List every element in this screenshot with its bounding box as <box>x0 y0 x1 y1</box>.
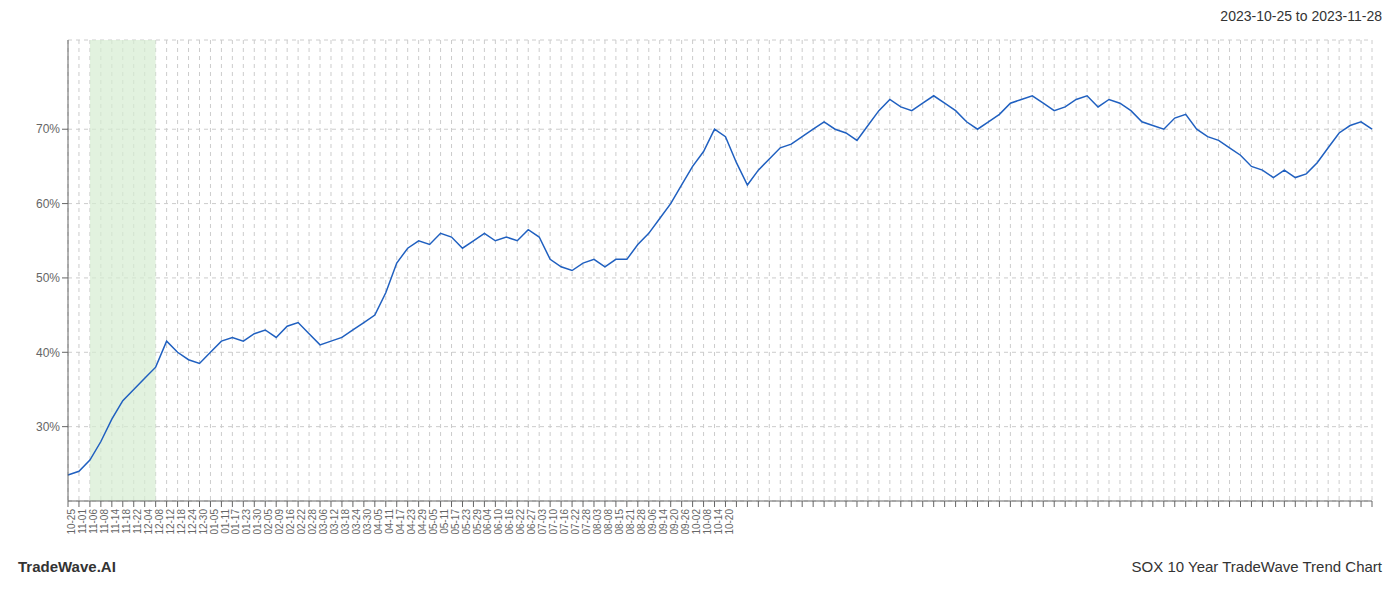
svg-text:60%: 60% <box>36 197 60 211</box>
svg-text:02-09: 02-09 <box>274 509 285 535</box>
svg-text:07-28: 07-28 <box>581 509 592 535</box>
svg-text:07-10: 07-10 <box>548 509 559 535</box>
svg-text:12-08: 12-08 <box>154 509 165 535</box>
svg-text:12-30: 12-30 <box>198 509 209 535</box>
svg-text:05-05: 05-05 <box>428 509 439 535</box>
svg-text:09-06: 09-06 <box>647 509 658 535</box>
svg-text:06-04: 06-04 <box>483 509 494 535</box>
svg-text:09-14: 09-14 <box>658 509 669 535</box>
svg-text:04-11: 04-11 <box>384 509 395 534</box>
svg-text:02-22: 02-22 <box>296 509 307 535</box>
svg-text:01-30: 01-30 <box>252 509 263 535</box>
svg-text:06-10: 06-10 <box>493 509 504 535</box>
svg-text:11-18: 11-18 <box>121 509 132 534</box>
svg-text:01-17: 01-17 <box>230 509 241 535</box>
svg-text:05-11: 05-11 <box>439 509 450 534</box>
svg-text:06-16: 06-16 <box>504 509 515 535</box>
svg-text:01-05: 01-05 <box>209 509 220 535</box>
html-text:2023-10-25 to 2023-11-28: 2023-10-25 to 2023-11-28 <box>1220 8 1382 24</box>
svg-text:08-21: 08-21 <box>625 509 636 535</box>
html-text:SOX 10 Year TradeWave Trend Ch: SOX 10 Year TradeWave Trend Chart <box>1131 558 1382 575</box>
svg-text:03-06: 03-06 <box>318 509 329 535</box>
svg-text:05-17: 05-17 <box>450 509 461 535</box>
svg-text:04-17: 04-17 <box>395 509 406 535</box>
svg-text:11-14: 11-14 <box>110 509 121 534</box>
svg-text:70%: 70% <box>36 122 60 136</box>
svg-text:02-28: 02-28 <box>307 509 318 535</box>
svg-text:10-08: 10-08 <box>702 509 713 535</box>
svg-text:12-04: 12-04 <box>143 509 154 535</box>
svg-text:06-27: 06-27 <box>526 509 537 535</box>
svg-text:11-08: 11-08 <box>99 509 110 534</box>
svg-text:08-03: 08-03 <box>592 509 603 535</box>
svg-text:08-28: 08-28 <box>636 509 647 535</box>
svg-text:30%: 30% <box>36 420 60 434</box>
svg-text:40%: 40% <box>36 346 60 360</box>
svg-text:04-05: 04-05 <box>373 509 384 535</box>
html-text:TradeWave.AI: TradeWave.AI <box>18 558 116 575</box>
svg-text:05-23: 05-23 <box>461 509 472 535</box>
svg-text:12-12: 12-12 <box>165 509 176 535</box>
svg-text:01-11: 01-11 <box>220 509 231 534</box>
svg-text:10-14: 10-14 <box>713 509 724 535</box>
svg-text:08-15: 08-15 <box>614 509 625 535</box>
svg-text:07-22: 07-22 <box>570 509 581 535</box>
svg-text:03-24: 03-24 <box>351 509 362 535</box>
svg-text:02-16: 02-16 <box>285 509 296 535</box>
svg-text:07-16: 07-16 <box>559 509 570 535</box>
svg-text:10-25: 10-25 <box>66 509 77 535</box>
svg-text:03-18: 03-18 <box>340 509 351 535</box>
svg-text:12-18: 12-18 <box>176 509 187 535</box>
svg-text:06-22: 06-22 <box>515 509 526 535</box>
svg-text:02-05: 02-05 <box>263 509 274 535</box>
svg-text:11-22: 11-22 <box>132 509 143 534</box>
svg-text:09-26: 09-26 <box>680 509 691 535</box>
svg-text:03-12: 03-12 <box>329 509 340 535</box>
svg-text:01-23: 01-23 <box>241 509 252 535</box>
svg-text:11-06: 11-06 <box>88 509 99 534</box>
svg-text:11-01: 11-01 <box>77 509 88 534</box>
svg-text:05-29: 05-29 <box>472 509 483 535</box>
svg-text:03-30: 03-30 <box>362 509 373 535</box>
svg-text:12-24: 12-24 <box>187 509 198 535</box>
svg-text:10-20: 10-20 <box>724 509 735 535</box>
svg-text:07-03: 07-03 <box>537 509 548 535</box>
svg-text:09-20: 09-20 <box>669 509 680 535</box>
svg-text:50%: 50% <box>36 271 60 285</box>
svg-text:04-29: 04-29 <box>417 509 428 535</box>
svg-text:04-23: 04-23 <box>406 509 417 535</box>
svg-text:08-08: 08-08 <box>603 509 614 535</box>
svg-text:10-02: 10-02 <box>691 509 702 535</box>
